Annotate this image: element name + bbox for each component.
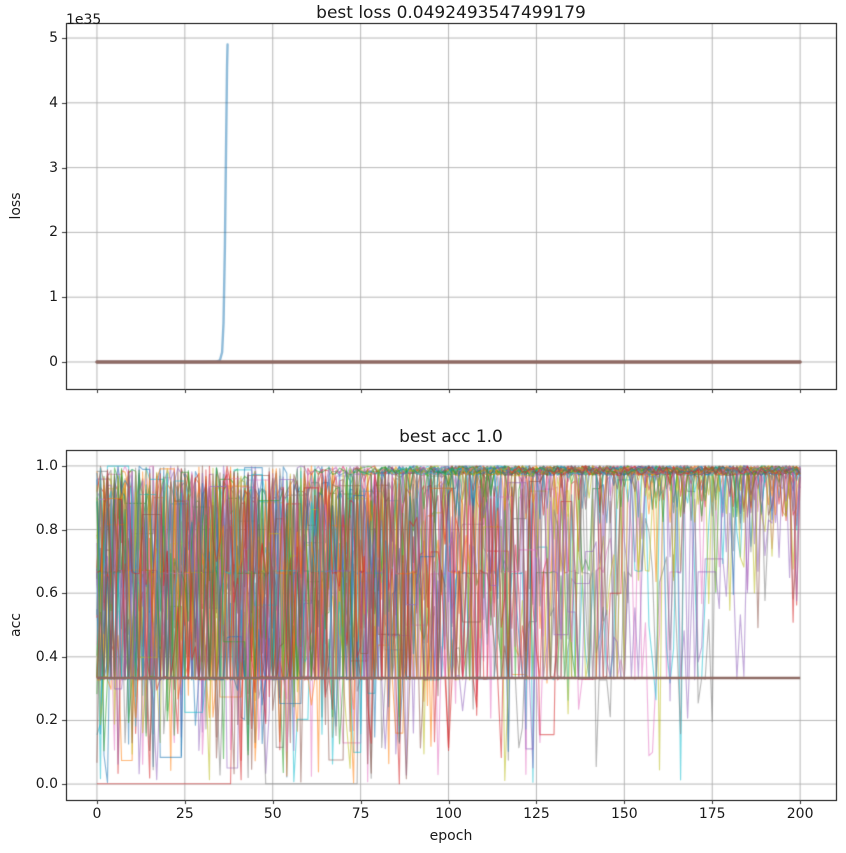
acc-xtick-75: 75 — [351, 806, 370, 822]
acc-ytick-0.8: 0.8 — [35, 521, 58, 538]
acc-ytick-0.4: 0.4 — [35, 648, 58, 665]
acc-x-axis-label: epoch — [429, 828, 473, 844]
loss-ytick-2: 2 — [49, 224, 58, 241]
acc-xtick-175: 175 — [698, 806, 726, 822]
loss-ytick-1: 1 — [49, 289, 58, 306]
acc-xtick-25: 25 — [175, 806, 194, 822]
acc-y-axis-label: acc — [8, 613, 24, 637]
loss-ytick-5: 5 — [49, 30, 58, 47]
acc-ytick-0.2: 0.2 — [35, 712, 58, 729]
loss-ytick-0: 0 — [49, 353, 58, 370]
acc-xtick-0: 0 — [92, 806, 102, 822]
acc-plot-title: best acc 1.0 — [399, 427, 503, 447]
acc-xtick-50: 50 — [263, 806, 282, 822]
acc-ytick-1.0: 1.0 — [35, 457, 58, 474]
loss-y-axis-offset-label: 1e35 — [66, 12, 102, 28]
loss-y-axis-label: loss — [8, 192, 24, 220]
acc-ytick-0.0: 0.0 — [35, 776, 58, 793]
acc-xtick-125: 125 — [523, 806, 550, 822]
acc-xtick-200: 200 — [786, 806, 814, 822]
loss-plot-title: best loss 0.0492493547499179 — [316, 3, 586, 23]
acc-ytick-0.6: 0.6 — [35, 585, 58, 602]
acc-xtick-150: 150 — [610, 806, 638, 822]
loss-ytick-3: 3 — [49, 159, 58, 176]
acc-xtick-100: 100 — [435, 806, 462, 822]
loss-ytick-4: 4 — [49, 94, 58, 111]
